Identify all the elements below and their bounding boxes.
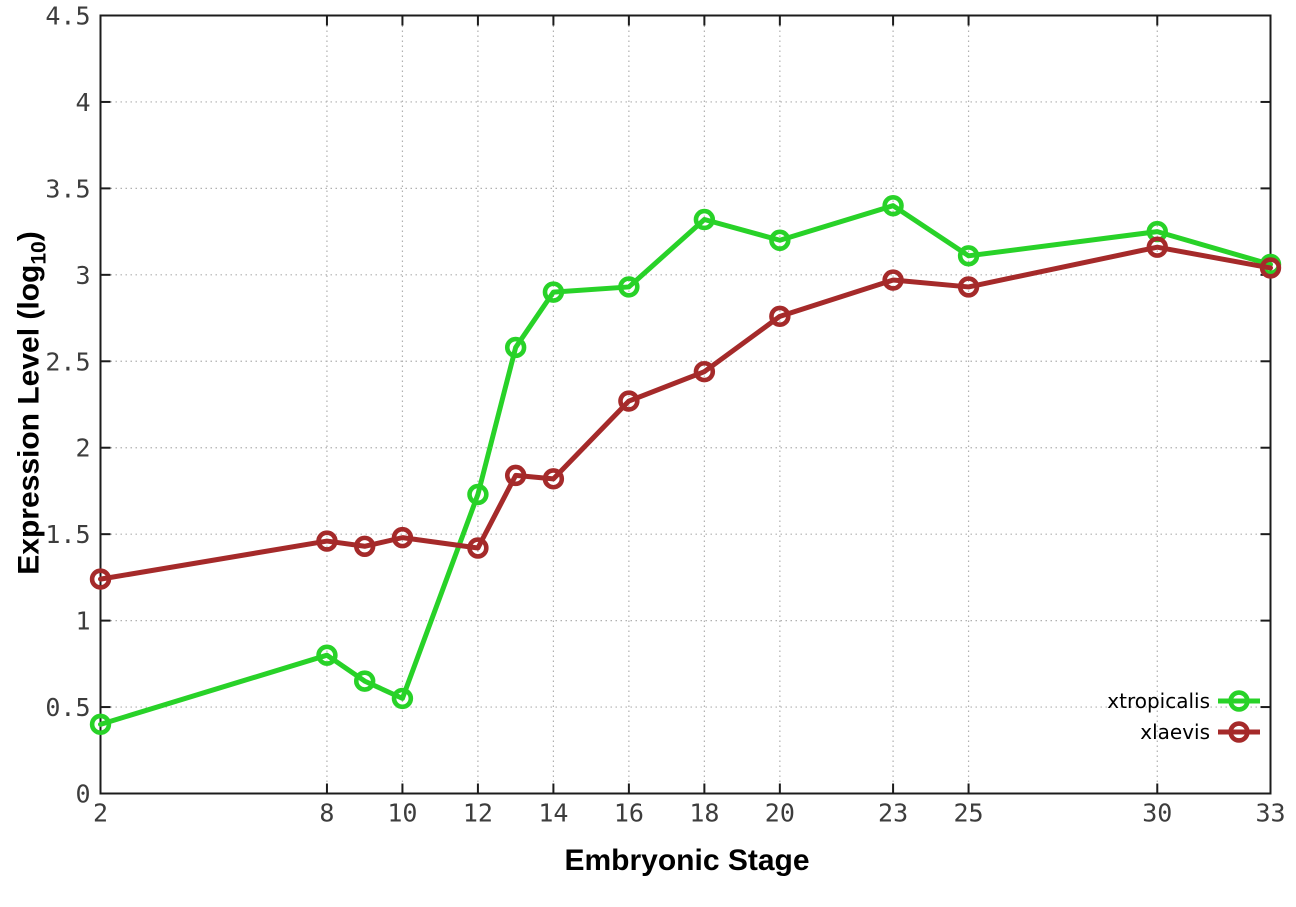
legend-marker-xtropicalis: [1228, 690, 1250, 712]
y-axis-title-subscript: 10: [27, 241, 51, 265]
plot-border: [99, 14, 1272, 795]
legend: xtropicalis xlaevis: [1107, 689, 1260, 744]
legend-entry-xtropicalis: xtropicalis: [1107, 689, 1260, 713]
series-xtropicalis: [89, 194, 1282, 736]
x-tick-label-2: 2: [93, 799, 108, 828]
x-tick-label-18: 18: [689, 799, 719, 828]
data-point-xtropicalis-stage-23: [882, 194, 904, 217]
y-tick-label-2.5: 2.5: [45, 347, 90, 376]
y-tick-label-4: 4: [75, 88, 90, 117]
y-tick-label-3.5: 3.5: [45, 174, 90, 203]
y-axis-title-text: Expression Level (log: [12, 264, 46, 575]
x-tick-label-33: 33: [1255, 799, 1285, 828]
x-tick-label-30: 30: [1142, 799, 1172, 828]
x-tick-label-10: 10: [387, 799, 417, 828]
data-point-xtropicalis-stage-9: [353, 670, 376, 692]
data-point-xlaevis-stage-23: [882, 269, 904, 291]
data-point-xtropicalis-stage-20: [769, 229, 791, 251]
data-point-xlaevis-stage-20: [769, 305, 791, 328]
data-point-xtropicalis-stage-18: [693, 208, 716, 231]
data-point-xlaevis-stage-2: [89, 568, 112, 590]
data-point-xlaevis-stage-14: [542, 468, 565, 490]
y-tick-label-0.5: 0.5: [45, 693, 90, 722]
x-axis-title: Embryonic Stage: [564, 844, 810, 877]
x-tick-label-20: 20: [765, 799, 795, 828]
data-point-xtropicalis-stage-14: [542, 281, 565, 303]
y-axis-title-close: ): [12, 231, 46, 242]
series-line-xlaevis: [98, 244, 1273, 582]
data-point-xlaevis-stage-18: [693, 360, 716, 383]
y-axis-title: Expression Level (log10): [13, 231, 52, 574]
legend-label-xtropicalis: xtropicalis: [1107, 689, 1210, 713]
data-point-xlaevis-stage-30: [1146, 236, 1168, 258]
data-point-xlaevis-stage-13: [504, 464, 527, 487]
data-point-xtropicalis-stage-16: [618, 276, 640, 298]
tick-labels: 2 8 10 12 14 16 18 20 23 25 30 33 0 0.5 1 1.5 2 2.5 3 3.5 4 4…: [45, 2, 1285, 828]
y-tick-label-2: 2: [75, 434, 90, 463]
x-tick-label-23: 23: [878, 799, 908, 828]
x-tick-label-16: 16: [614, 799, 644, 828]
legend-marker-xlaevis: [1228, 721, 1250, 743]
data-point-xlaevis-stage-9: [353, 535, 376, 557]
y-tick-label-0: 0: [75, 780, 90, 809]
grid-lines: [100, 15, 1271, 794]
data-point-xlaevis-stage-10: [391, 526, 414, 549]
data-point-xtropicalis-stage-8: [316, 644, 338, 666]
x-tick-label-12: 12: [463, 799, 493, 828]
y-tick-label-3: 3: [75, 261, 90, 290]
y-tick-label-1.5: 1.5: [45, 520, 90, 549]
x-tick-label-14: 14: [538, 799, 568, 828]
data-point-xtropicalis-stage-13: [504, 336, 527, 359]
data-point-xtropicalis-stage-12: [467, 483, 489, 506]
y-tick-label-4.5: 4.5: [45, 2, 90, 31]
series-xlaevis: [89, 236, 1282, 590]
data-point-xtropicalis-stage-2: [89, 713, 112, 736]
data-point-xtropicalis-stage-25: [957, 245, 980, 267]
x-tick-label-8: 8: [319, 799, 334, 828]
legend-entry-xlaevis: xlaevis: [1140, 720, 1260, 744]
data-point-xlaevis-stage-8: [316, 530, 338, 552]
series-line-xtropicalis: [98, 203, 1273, 727]
data-point-xlaevis-stage-12: [467, 537, 489, 559]
data-point-xtropicalis-stage-10: [391, 687, 414, 710]
data-point-xlaevis-stage-16: [618, 390, 640, 412]
legend-label-xlaevis: xlaevis: [1140, 720, 1210, 744]
data-point-xlaevis-stage-33: [1259, 257, 1282, 279]
x-tick-label-25: 25: [954, 799, 984, 828]
y-tick-label-1: 1: [75, 607, 90, 636]
axis-ticks: [99, 14, 1272, 795]
data-point-xlaevis-stage-25: [957, 276, 980, 298]
